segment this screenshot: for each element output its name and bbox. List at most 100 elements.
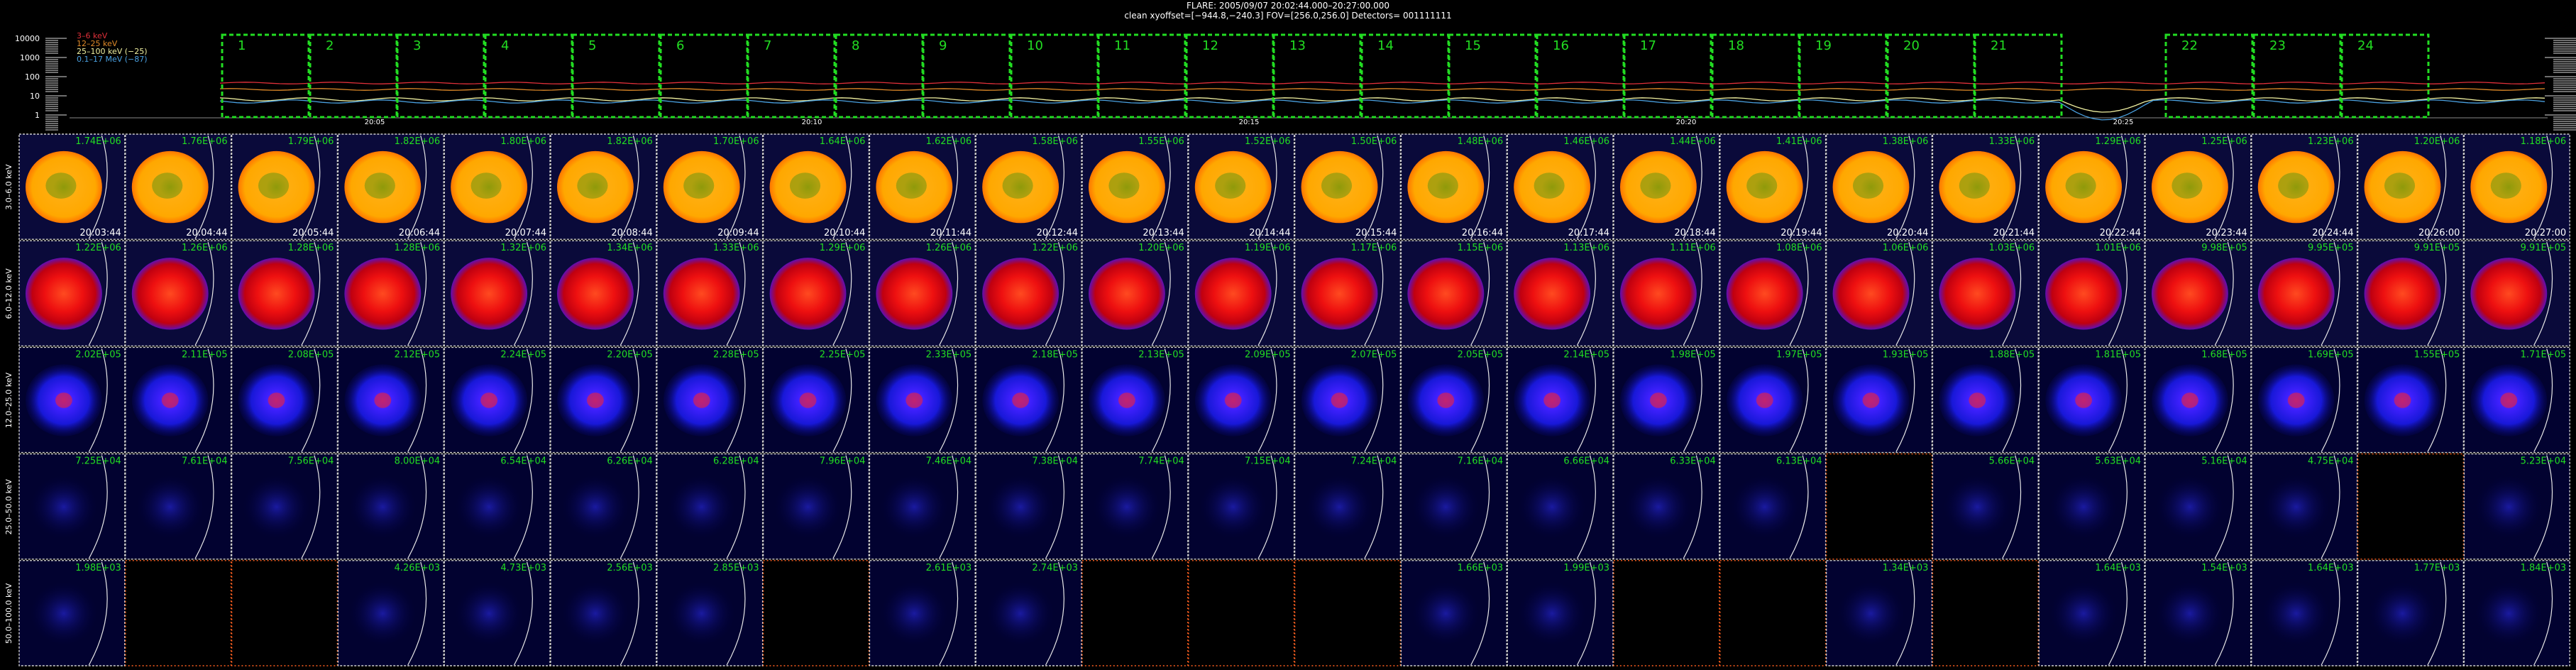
image-cell[interactable]: 2.09E+05 xyxy=(1188,346,1295,454)
image-cell[interactable]: 1.46E+06 20:17:44 xyxy=(1507,133,1614,240)
image-cell[interactable]: 1.13E+06 xyxy=(1507,240,1614,347)
image-cell[interactable]: 2.24E+05 xyxy=(444,346,551,454)
image-cell[interactable]: 1.17E+06 xyxy=(1294,240,1402,347)
image-cell[interactable]: 1.55E+06 20:13:44 xyxy=(1081,133,1189,240)
image-cell[interactable]: 9.98E+05 xyxy=(2145,240,2252,347)
interval-box[interactable] xyxy=(1711,33,1800,119)
image-cell[interactable]: 1.71E+05 xyxy=(2463,346,2570,454)
interval-box[interactable] xyxy=(1623,33,1712,119)
image-cell[interactable]: 1.79E+06 20:05:44 xyxy=(231,133,338,240)
interval-box[interactable] xyxy=(2164,33,2254,119)
interval-box[interactable] xyxy=(309,33,398,119)
image-cell[interactable]: 1.66E+03 xyxy=(1400,560,1507,666)
image-cell[interactable]: 1.98E+03 xyxy=(18,560,126,666)
image-cell[interactable] xyxy=(1294,560,1402,666)
image-cell[interactable]: 1.22E+06 xyxy=(18,240,126,347)
image-cell[interactable] xyxy=(2357,453,2465,560)
interval-box[interactable] xyxy=(2340,33,2430,119)
image-cell[interactable]: 1.06E+06 xyxy=(1825,240,1933,347)
image-cell[interactable]: 1.41E+06 20:19:44 xyxy=(1719,133,1827,240)
image-cell[interactable] xyxy=(231,560,338,666)
image-cell[interactable]: 7.25E+04 xyxy=(18,453,126,560)
interval-box[interactable] xyxy=(1974,33,2063,119)
image-cell[interactable]: 6.66E+04 xyxy=(1507,453,1614,560)
image-cell[interactable]: 2.12E+05 xyxy=(337,346,444,454)
image-cell[interactable]: 1.22E+06 xyxy=(975,240,1082,347)
image-cell[interactable]: 7.74E+04 xyxy=(1081,453,1189,560)
image-cell[interactable]: 1.50E+06 20:15:44 xyxy=(1294,133,1402,240)
interval-box[interactable] xyxy=(1010,33,1099,119)
image-cell[interactable]: 1.28E+06 xyxy=(337,240,444,347)
image-cell[interactable]: 1.19E+06 xyxy=(1188,240,1295,347)
interval-box[interactable] xyxy=(922,33,1011,119)
image-cell[interactable]: 1.28E+06 xyxy=(231,240,338,347)
interval-box[interactable] xyxy=(1272,33,1362,119)
image-cell[interactable]: 2.14E+05 xyxy=(1507,346,1614,454)
image-cell[interactable]: 1.98E+05 xyxy=(1613,346,1720,454)
image-cell[interactable]: 1.74E+06 20:03:44 xyxy=(18,133,126,240)
image-cell[interactable]: 1.62E+06 20:11:44 xyxy=(869,133,976,240)
image-cell[interactable]: 1.69E+05 xyxy=(2251,346,2358,454)
image-cell[interactable]: 1.82E+06 20:06:44 xyxy=(337,133,444,240)
image-cell[interactable]: 1.99E+03 xyxy=(1507,560,1614,666)
image-cell[interactable]: 2.25E+05 xyxy=(762,346,870,454)
image-cell[interactable]: 1.15E+06 xyxy=(1400,240,1507,347)
image-cell[interactable]: 1.08E+06 xyxy=(1719,240,1827,347)
image-cell[interactable]: 1.03E+06 xyxy=(1932,240,2039,347)
image-cell[interactable]: 1.52E+06 20:14:44 xyxy=(1188,133,1295,240)
image-cell[interactable]: 1.29E+06 20:22:44 xyxy=(2038,133,2145,240)
image-cell[interactable]: 1.77E+03 xyxy=(2357,560,2465,666)
image-cell[interactable]: 2.08E+05 xyxy=(231,346,338,454)
image-cell[interactable]: 5.63E+04 xyxy=(2038,453,2145,560)
image-cell[interactable]: 7.96E+04 xyxy=(762,453,870,560)
image-cell[interactable]: 1.70E+06 20:09:44 xyxy=(656,133,764,240)
image-cell[interactable]: 2.85E+03 xyxy=(656,560,764,666)
image-cell[interactable]: 2.18E+05 xyxy=(975,346,1082,454)
interval-box[interactable] xyxy=(747,33,836,119)
interval-box[interactable] xyxy=(2252,33,2342,119)
image-cell[interactable] xyxy=(1932,560,2039,666)
image-cell[interactable]: 5.16E+04 xyxy=(2145,453,2252,560)
image-cell[interactable]: 1.26E+06 xyxy=(869,240,976,347)
image-cell[interactable]: 1.11E+06 xyxy=(1613,240,1720,347)
image-cell[interactable]: 1.23E+06 20:24:44 xyxy=(2251,133,2358,240)
image-cell[interactable] xyxy=(1188,560,1295,666)
image-cell[interactable]: 1.54E+03 xyxy=(2145,560,2252,666)
image-cell[interactable]: 1.20E+06 xyxy=(1081,240,1189,347)
image-cell[interactable] xyxy=(762,560,870,666)
interval-box[interactable] xyxy=(835,33,924,119)
image-cell[interactable]: 1.76E+06 20:04:44 xyxy=(125,133,232,240)
image-cell[interactable]: 1.55E+05 xyxy=(2357,346,2465,454)
image-cell[interactable]: 4.26E+03 xyxy=(337,560,444,666)
image-cell[interactable] xyxy=(1081,560,1189,666)
image-cell[interactable]: 2.02E+05 xyxy=(18,346,126,454)
image-cell[interactable]: 2.56E+03 xyxy=(550,560,657,666)
image-cell[interactable]: 1.58E+06 20:12:44 xyxy=(975,133,1082,240)
image-cell[interactable] xyxy=(1613,560,1720,666)
interval-box[interactable] xyxy=(221,33,310,119)
image-cell[interactable]: 1.38E+06 20:20:44 xyxy=(1825,133,1933,240)
image-cell[interactable]: 2.07E+05 xyxy=(1294,346,1402,454)
image-cell[interactable] xyxy=(125,560,232,666)
image-cell[interactable]: 2.05E+05 xyxy=(1400,346,1507,454)
image-cell[interactable]: 1.64E+03 xyxy=(2038,560,2145,666)
image-cell[interactable]: 2.61E+03 xyxy=(869,560,976,666)
image-cell[interactable]: 1.34E+03 xyxy=(1825,560,1933,666)
image-cell[interactable]: 1.88E+05 xyxy=(1932,346,2039,454)
image-cell[interactable]: 9.91E+05 xyxy=(2463,240,2570,347)
image-cell[interactable]: 1.32E+06 xyxy=(444,240,551,347)
image-cell[interactable] xyxy=(1719,560,1827,666)
interval-box[interactable] xyxy=(1448,33,1537,119)
image-cell[interactable]: 1.93E+05 xyxy=(1825,346,1933,454)
interval-box[interactable] xyxy=(1097,33,1187,119)
image-cell[interactable]: 1.44E+06 20:18:44 xyxy=(1613,133,1720,240)
image-cell[interactable]: 1.20E+06 20:26:00 xyxy=(2357,133,2465,240)
image-cell[interactable]: 7.16E+04 xyxy=(1400,453,1507,560)
image-cell[interactable]: 1.64E+03 xyxy=(2251,560,2358,666)
image-cell[interactable]: 1.82E+06 20:08:44 xyxy=(550,133,657,240)
image-cell[interactable]: 1.01E+06 xyxy=(2038,240,2145,347)
image-cell[interactable]: 1.18E+06 20:27:00 xyxy=(2463,133,2570,240)
image-cell[interactable]: 7.56E+04 xyxy=(231,453,338,560)
image-cell[interactable]: 6.54E+04 xyxy=(444,453,551,560)
image-cell[interactable]: 1.29E+06 xyxy=(762,240,870,347)
